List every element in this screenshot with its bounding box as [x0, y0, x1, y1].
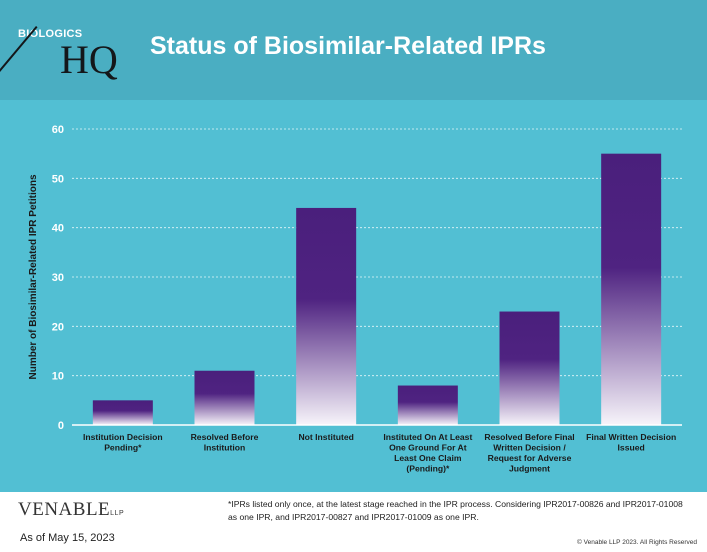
bar: [601, 153, 662, 425]
y-tick-label: 60: [52, 124, 64, 136]
venable-brand: VENABLE: [18, 499, 111, 520]
x-tick-label: Judgment: [509, 464, 550, 474]
x-tick-label: One Ground For At: [389, 443, 467, 453]
y-tick-label: 50: [52, 173, 64, 185]
x-tick-label: Resolved Before Final: [484, 432, 574, 442]
bar-chart: 0 10 20 30 40 50 60 Number of Biosimilar-Relate…: [28, 124, 682, 474]
header-banner: BIOLOGICS HQ Status of Biosimilar-Relate…: [0, 0, 707, 100]
copyright: © Venable LLP 2023. All Rights Reserved: [577, 539, 697, 546]
venable-logo: VENABLELLP: [18, 499, 124, 521]
y-axis-label: Number of Biosimilar-Related IPR Petitio…: [28, 174, 39, 379]
bar: [499, 311, 560, 425]
x-tick-label: Institution Decision: [83, 432, 163, 442]
x-tick-label: Institution: [204, 443, 246, 453]
as-of-date: As of May 15, 2023: [20, 532, 115, 544]
x-tick-label: Pending*: [104, 443, 142, 453]
x-tick-label: (Pending)*: [406, 464, 450, 474]
logo-hq-text: HQ: [60, 37, 118, 82]
bar: [397, 385, 458, 425]
x-tick-label: Issued: [618, 443, 645, 453]
x-tick-label: Not Instituted: [298, 432, 353, 442]
y-tick-label: 40: [52, 223, 64, 235]
venable-brand-suffix: LLP: [110, 510, 125, 517]
x-tick-label: Written Decision /: [493, 443, 566, 453]
bar: [92, 400, 153, 425]
x-tick-label: Resolved Before: [191, 432, 259, 442]
x-tick-label: Request for Adverse: [488, 453, 572, 463]
footer: VENABLELLP As of May 15, 2023 *IPRs list…: [0, 492, 707, 552]
x-tick-label: Final Written Decision: [586, 432, 676, 442]
bar: [194, 370, 255, 425]
x-tick-label: Least One Claim: [394, 453, 462, 463]
footnote: *IPRs listed only once, at the latest st…: [228, 499, 683, 522]
y-tick-label: 20: [52, 321, 64, 333]
biologics-hq-logo: BIOLOGICS HQ: [0, 20, 134, 90]
page-title: Status of Biosimilar-Related IPRs: [150, 32, 546, 60]
bar: [296, 207, 357, 425]
y-tick-label: 30: [52, 272, 64, 284]
y-tick-label: 10: [52, 371, 64, 383]
y-tick-label: 0: [58, 420, 64, 432]
chart-area: 0 10 20 30 40 50 60 Number of Biosimilar-Relate…: [0, 100, 707, 492]
x-tick-label: Instituted On At Least: [383, 432, 472, 442]
